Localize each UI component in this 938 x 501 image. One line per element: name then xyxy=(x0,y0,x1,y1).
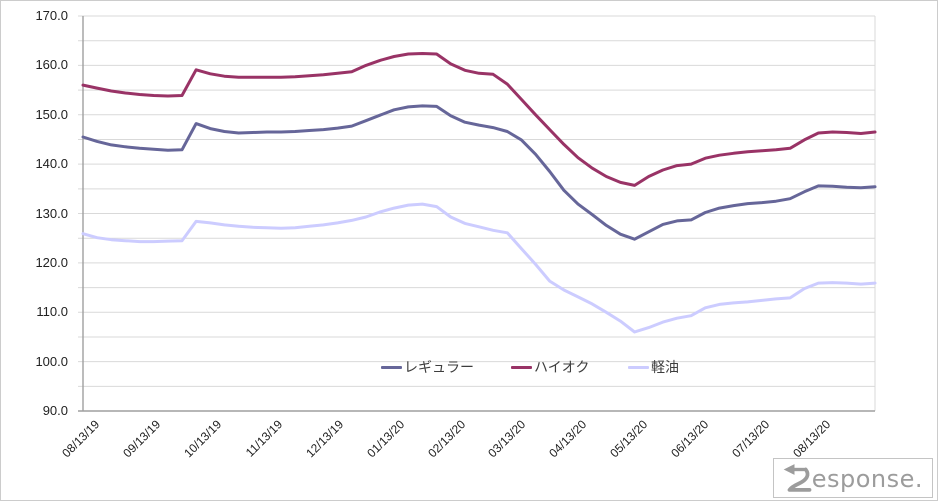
response-watermark: esponse. xyxy=(772,458,933,498)
highoctane-line-swatch xyxy=(511,365,532,369)
series-line-2 xyxy=(81,202,877,334)
y-axis-tick-label: 160.0 xyxy=(35,57,68,73)
y-axis-tick-label: 90.0 xyxy=(42,403,68,418)
y-axis-tick-label: 110.0 xyxy=(36,304,68,320)
response-logo-r-icon xyxy=(783,464,812,492)
legend-item-highoctane: ハイオク xyxy=(511,357,589,377)
y-axis-tick-label: 100.0 xyxy=(35,353,68,369)
legend-label-diesel: 軽油 xyxy=(651,359,679,375)
y-axis-tick-label: 140.0 xyxy=(35,156,68,172)
y-axis-tick-label: 120.0 xyxy=(35,254,68,270)
legend-label-regular: レギュラー xyxy=(404,359,474,375)
legend-item-diesel: 軽油 xyxy=(628,357,679,377)
diesel-line-swatch xyxy=(628,365,649,369)
legend-item-regular: レギュラー xyxy=(381,357,474,377)
y-axis-tick-label: 150.0 xyxy=(35,106,68,122)
chart-legend: レギュラー ハイオク 軽油 xyxy=(0,357,938,377)
watermark-text: esponse. xyxy=(811,465,923,493)
regular-line-swatch xyxy=(381,365,402,369)
y-axis-tick-label: 130.0 xyxy=(35,205,68,221)
series-line-0 xyxy=(81,104,877,241)
legend-label-highoctane: ハイオク xyxy=(534,359,590,375)
y-axis-tick-label: 170.0 xyxy=(35,8,68,23)
series-line-1 xyxy=(81,52,877,187)
